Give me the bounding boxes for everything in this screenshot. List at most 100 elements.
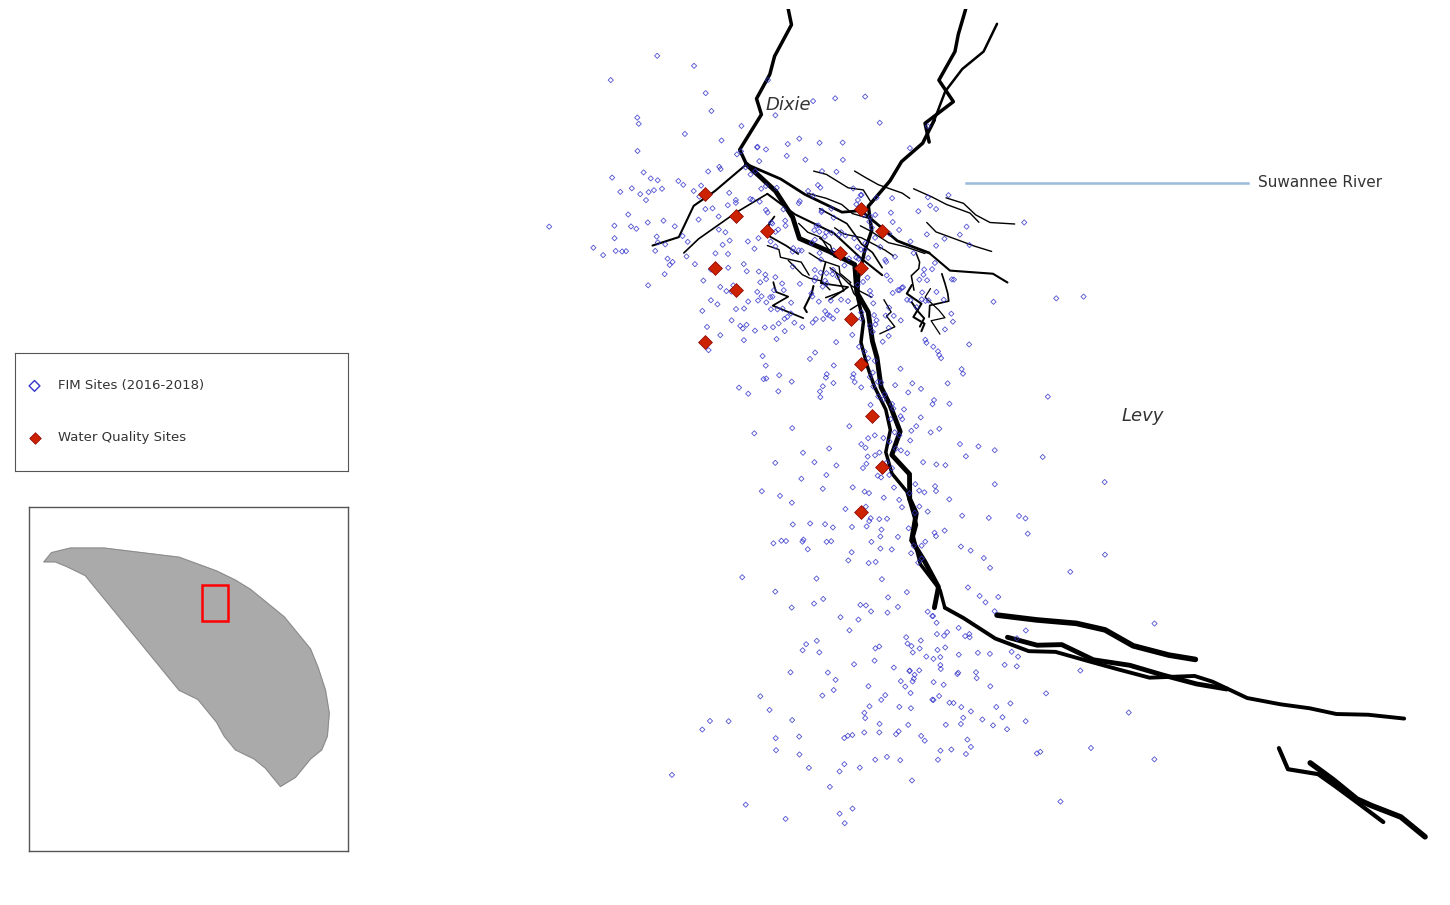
Point (922, 692, 945, 707)
Point (911, 285, 934, 300)
Point (925, 239, 948, 253)
Point (886, 529, 909, 544)
Point (960, 704, 983, 719)
Point (925, 627, 948, 642)
Point (708, 223, 731, 237)
Point (934, 458, 957, 472)
Point (884, 442, 908, 456)
Point (874, 309, 898, 323)
Point (813, 517, 837, 531)
Point (866, 313, 889, 328)
Point (719, 284, 742, 299)
Point (857, 351, 880, 366)
Point (902, 672, 925, 686)
Point (958, 630, 982, 644)
Point (915, 336, 938, 350)
Point (898, 663, 921, 678)
Point (898, 486, 921, 500)
Point (911, 538, 934, 553)
Point (792, 445, 815, 460)
Point (818, 779, 841, 794)
Point (909, 382, 932, 396)
Point (938, 396, 961, 411)
Point (808, 224, 831, 239)
Point (822, 376, 845, 390)
Point (950, 700, 973, 714)
Point (876, 455, 899, 470)
Point (916, 190, 940, 205)
Point (754, 179, 777, 194)
Point (927, 753, 950, 767)
Point (937, 188, 960, 203)
Point (837, 553, 860, 567)
Point (700, 104, 724, 119)
Point (674, 249, 697, 263)
Point (728, 380, 751, 395)
Point (1093, 548, 1116, 562)
Point (1014, 511, 1037, 526)
Point (725, 282, 748, 297)
Point (948, 227, 972, 242)
Point (831, 153, 854, 167)
Point (655, 252, 679, 266)
Point (924, 479, 947, 493)
Point (822, 211, 845, 225)
Point (829, 246, 853, 261)
Point (642, 183, 666, 197)
Point (773, 324, 796, 338)
Point (929, 662, 953, 676)
Point (748, 689, 771, 703)
Point (882, 401, 905, 415)
Point (780, 375, 803, 389)
Bar (202, 585, 228, 622)
Point (706, 297, 729, 311)
Point (882, 309, 905, 323)
Point (809, 252, 832, 267)
Point (626, 110, 650, 125)
Point (832, 730, 856, 745)
Point (744, 323, 767, 338)
Point (763, 283, 786, 298)
Point (819, 534, 842, 548)
Point (858, 397, 882, 412)
Point (799, 352, 822, 367)
Point (792, 643, 815, 658)
Point (950, 539, 973, 554)
Point (922, 652, 945, 666)
Point (925, 202, 948, 216)
Point (729, 319, 753, 333)
Point (581, 241, 605, 255)
Point (863, 354, 886, 368)
Point (768, 489, 792, 503)
Point (715, 284, 738, 299)
Point (932, 678, 956, 692)
Point (925, 285, 948, 300)
Point (764, 731, 787, 746)
Point (745, 139, 769, 154)
Point (603, 218, 626, 233)
Point (819, 202, 842, 216)
Point (927, 344, 950, 358)
Point (851, 274, 874, 289)
Point (740, 167, 763, 182)
Point (1048, 795, 1072, 809)
Point (858, 214, 882, 229)
Point (757, 72, 780, 87)
Point (829, 292, 853, 307)
Point (866, 375, 889, 389)
Point (822, 358, 845, 373)
Point (957, 580, 980, 595)
Point (932, 292, 956, 307)
Point (900, 424, 924, 438)
Point (941, 314, 964, 329)
Point (744, 164, 767, 178)
Point (1025, 746, 1048, 760)
Point (745, 140, 769, 155)
Point (754, 272, 777, 286)
Point (908, 272, 931, 287)
Point (896, 446, 919, 461)
Point (742, 242, 766, 256)
Point (824, 91, 847, 106)
Point (693, 202, 716, 216)
Point (870, 692, 893, 707)
